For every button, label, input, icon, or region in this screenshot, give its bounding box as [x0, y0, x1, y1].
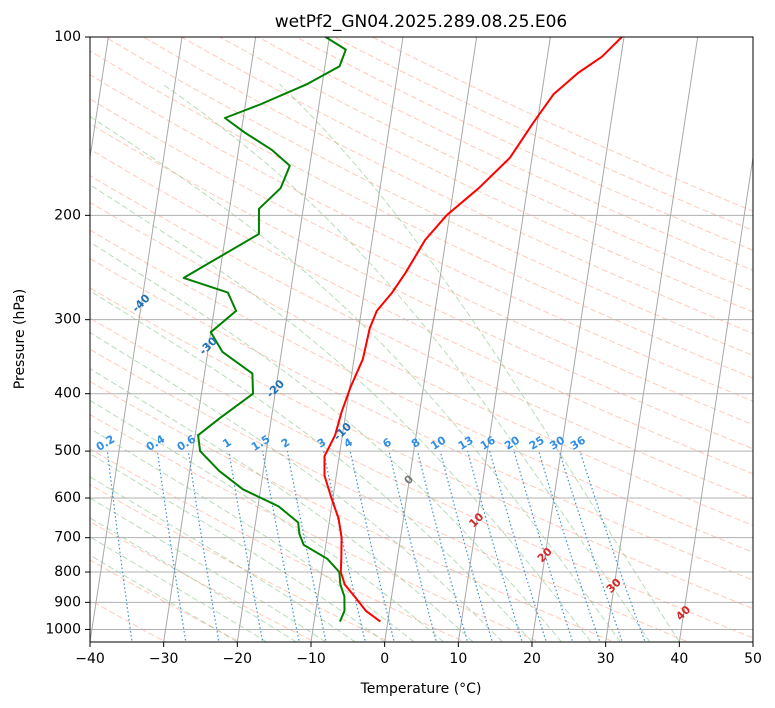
- dry-adiabat-line: [90, 50, 753, 379]
- dry-adiabat-line: [90, 175, 753, 500]
- y-tick-label: 800: [54, 564, 81, 580]
- moist-adiabat-line: [90, 115, 621, 642]
- isotherm-line: [310, 37, 404, 642]
- x-tick-label: 10: [449, 651, 467, 667]
- x-tick-label: −30: [149, 651, 179, 667]
- mixing-ratio-line: [489, 450, 547, 642]
- isotherm-line: [90, 37, 109, 161]
- mixing-ratio-line: [156, 451, 187, 642]
- mixing-ratio-line: [513, 450, 574, 642]
- dry-adiabat-line: [90, 257, 753, 581]
- dry-adiabat-line: [90, 123, 753, 450]
- isotherm-line: [605, 37, 699, 642]
- sounding-profiles: [182, 37, 623, 623]
- isotherm-line: [163, 37, 257, 642]
- dry-adiabat-line: [371, 37, 753, 212]
- isotherm-line: [90, 37, 183, 642]
- moist-adiabat-line: [90, 476, 356, 642]
- isotherm-line: [236, 37, 330, 642]
- x-tick-label: 40: [670, 651, 688, 667]
- dry-adiabat-line: [90, 317, 753, 639]
- moist-adiabat-line: [279, 83, 680, 642]
- mixing-ratio-line: [349, 450, 395, 642]
- x-tick-label: −40: [75, 651, 105, 667]
- dry-adiabat-line: [142, 37, 753, 335]
- mixing-ratio-line: [323, 450, 366, 642]
- x-tick-label: 30: [597, 651, 615, 667]
- mixing-ratio-line: [467, 450, 523, 642]
- moist-adiabat-line: [90, 497, 326, 642]
- mixing-ratio-line: [106, 451, 133, 642]
- y-tick-label: 400: [54, 386, 81, 402]
- mixing-ratio-line: [187, 451, 220, 642]
- y-tick-label: 300: [54, 312, 81, 328]
- dry-adiabat-line: [180, 37, 753, 313]
- x-tick-label: −10: [296, 651, 326, 667]
- moist-adiabat-line: [90, 184, 592, 642]
- moist-adiabat-line: [90, 290, 533, 642]
- y-tick-label: 600: [54, 490, 81, 506]
- dry-adiabat-line: [90, 448, 466, 642]
- temperature-profile: [323, 37, 623, 623]
- dry-adiabat-line: [90, 484, 391, 642]
- isotherm-line: [384, 37, 478, 642]
- dry-adiabat-line: [256, 37, 753, 272]
- dry-adiabat-line: [90, 414, 541, 642]
- dry-adiabat-line: [90, 287, 753, 610]
- mixing-ratio-line: [388, 450, 438, 642]
- dry-adiabat-line: [90, 201, 753, 526]
- dry-adiabat-line: [90, 148, 753, 475]
- x-tick-label: 0: [380, 651, 389, 667]
- mixing-ratio-line: [538, 450, 601, 642]
- plot-frame: [89, 36, 754, 643]
- isotherm-line: [531, 37, 625, 642]
- dry-adiabat-line: [90, 521, 316, 642]
- y-tick-label: 500: [54, 443, 81, 459]
- mixing-ratio-line: [228, 451, 264, 642]
- background-grid: [90, 37, 753, 642]
- dewpoint-profile: [182, 37, 347, 622]
- y-tick-label: 900: [54, 594, 81, 610]
- x-tick-label: 50: [744, 651, 762, 667]
- moist-adiabat-line: [162, 83, 651, 642]
- moist-adiabat-line: [90, 241, 562, 642]
- moist-adiabat-line: [90, 427, 415, 642]
- dry-adiabat-line: [333, 37, 753, 232]
- mixing-ratio-line: [439, 450, 493, 642]
- x-tick-label: 20: [523, 651, 541, 667]
- axis-ticks: −40 −30 −20 −10 0 10 20 30 40 50 1000 900 800 700 600 5…: [45, 29, 762, 667]
- mixing-ratio-line: [286, 450, 327, 642]
- y-tick-label: 700: [54, 530, 81, 546]
- chart-title: wetPf2_GN04.2025.289.08.25.E06: [275, 12, 567, 32]
- isotherm-line: [678, 154, 753, 642]
- y-tick-label: 200: [54, 207, 81, 223]
- dry-adiabat-line: [90, 98, 753, 426]
- x-axis-label: Temperature (°C): [360, 681, 482, 697]
- mixing-ratio-line: [262, 450, 300, 642]
- x-tick-label: −20: [223, 651, 253, 667]
- dry-adiabat-line: [90, 74, 753, 402]
- y-tick-label: 1000: [45, 621, 81, 637]
- y-axis-label: Pressure (hPa): [12, 289, 28, 389]
- y-tick-label: 100: [54, 29, 81, 45]
- moist-adiabat-line: [90, 399, 444, 642]
- mixing-ratio-line: [417, 450, 469, 642]
- isotherm-line: [457, 37, 551, 642]
- dry-adiabat-line: [90, 348, 690, 642]
